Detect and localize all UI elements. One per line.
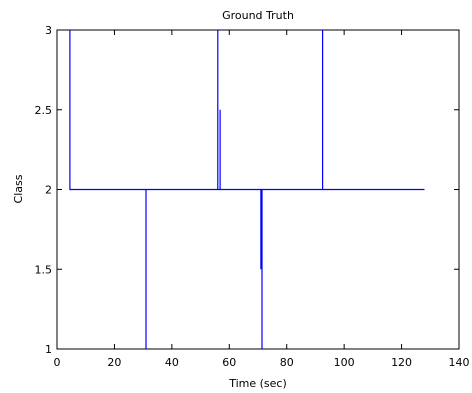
y-tick-label: 1.5 (35, 263, 53, 276)
chart-title: Ground Truth (222, 9, 294, 22)
y-tick-label: 2 (45, 184, 52, 197)
y-tick-label: 3 (45, 24, 52, 37)
series-line (69, 30, 425, 349)
x-tick-label: 120 (391, 356, 412, 369)
data-layer (69, 30, 425, 349)
y-axis-label: Class (12, 174, 25, 203)
y-axis-ticks: 1 1.5 2 2.5 3 (35, 24, 459, 356)
x-tick-label: 0 (54, 356, 61, 369)
x-tick-label: 80 (280, 356, 294, 369)
x-tick-label: 40 (165, 356, 179, 369)
x-tick-label: 60 (222, 356, 236, 369)
y-tick-label: 1 (45, 343, 52, 356)
x-tick-label: 100 (334, 356, 355, 369)
x-axis-label: Time (sec) (228, 377, 287, 390)
x-tick-label: 20 (107, 356, 121, 369)
y-tick-label: 2.5 (35, 104, 53, 117)
x-tick-label: 140 (449, 356, 470, 369)
x-axis-ticks: 0 20 40 60 80 100 120 140 (54, 30, 470, 369)
